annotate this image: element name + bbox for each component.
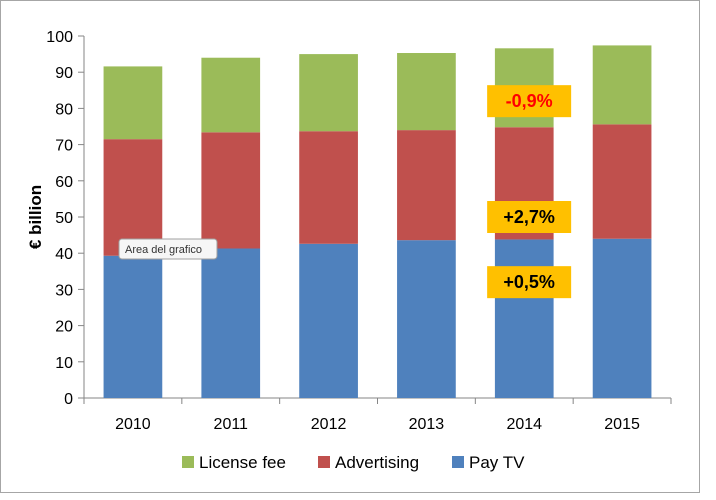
x-tick-label: 2011 bbox=[214, 416, 249, 433]
callout-box bbox=[487, 201, 572, 233]
y-tick-label: 20 bbox=[55, 319, 73, 336]
x-tick-label: 2015 bbox=[604, 416, 640, 433]
y-tick-label: 30 bbox=[55, 282, 73, 299]
x-tick-label: 2012 bbox=[311, 416, 347, 433]
y-tick-label: 60 bbox=[55, 174, 73, 191]
legend-item-pay-tv[interactable]: Pay TV bbox=[452, 453, 525, 472]
bar-license-fee-2011[interactable] bbox=[201, 57, 261, 133]
legend-swatch bbox=[452, 456, 464, 468]
chart-area[interactable]: 0 10 20 30 40 50 60 70 80 90 100 2010 2011 2012 2013 2… bbox=[0, 0, 700, 493]
change-callout: +0,5% bbox=[487, 266, 572, 299]
change-callout: -0,9% bbox=[487, 85, 572, 118]
legend: License fee Advertising Pay TV bbox=[182, 453, 525, 472]
legend-item-advertising[interactable]: Advertising bbox=[318, 453, 419, 472]
legend-label: Pay TV bbox=[469, 453, 525, 472]
bar-license-fee-2012[interactable] bbox=[299, 54, 358, 132]
bar-pay-tv-2011[interactable] bbox=[201, 248, 261, 398]
bar-pay-tv-2010[interactable] bbox=[103, 255, 163, 398]
bar-advertising-2011[interactable] bbox=[201, 132, 261, 249]
bar-pay-tv-2013[interactable] bbox=[397, 240, 456, 398]
x-tick-label: 2013 bbox=[409, 416, 445, 433]
bar-pay-tv-2012[interactable] bbox=[299, 243, 358, 398]
callout-text: -0,9% bbox=[506, 91, 553, 111]
y-tick-label: 40 bbox=[55, 246, 73, 263]
chart-area-tooltip: Area del grafico bbox=[118, 238, 218, 260]
legend-swatch bbox=[318, 456, 330, 468]
x-tick-label: 2010 bbox=[115, 416, 151, 433]
bar-license-fee-2015[interactable] bbox=[592, 45, 652, 125]
y-tick-label: 50 bbox=[55, 210, 73, 227]
y-tick-label: 80 bbox=[55, 101, 73, 118]
bar-advertising-2012[interactable] bbox=[299, 131, 358, 244]
bar-license-fee-2013[interactable] bbox=[397, 53, 456, 131]
stacked-bar-chart: 0 10 20 30 40 50 60 70 80 90 100 2010 2011 2012 2013 2… bbox=[26, 29, 672, 472]
bar-advertising-2010[interactable] bbox=[103, 139, 163, 256]
legend-label: License fee bbox=[199, 453, 286, 472]
bar-advertising-2015[interactable] bbox=[592, 124, 652, 239]
legend-label: Advertising bbox=[335, 453, 419, 472]
y-axis-title: € billion bbox=[26, 185, 45, 249]
tooltip-text: Area del grafico bbox=[125, 244, 202, 256]
y-tick-label: 70 bbox=[55, 138, 73, 155]
y-tick-label: 90 bbox=[55, 65, 73, 82]
bar-pay-tv-2014[interactable] bbox=[494, 239, 554, 398]
y-tick-label: 100 bbox=[46, 29, 73, 46]
callout-text: +2,7% bbox=[503, 207, 555, 227]
legend-swatch bbox=[182, 456, 194, 468]
callout-box bbox=[487, 266, 572, 299]
legend-item-license-fee[interactable]: License fee bbox=[182, 453, 286, 472]
x-tick-label: 2014 bbox=[506, 416, 542, 433]
callout-box bbox=[487, 85, 572, 118]
y-tick-label: 0 bbox=[64, 391, 73, 408]
bar-license-fee-2010[interactable] bbox=[103, 66, 163, 140]
bar-pay-tv-2015[interactable] bbox=[592, 238, 652, 398]
y-tick-label: 10 bbox=[55, 355, 73, 372]
change-callout: +2,7% bbox=[487, 201, 572, 233]
bar-advertising-2013[interactable] bbox=[397, 130, 456, 241]
callout-text: +0,5% bbox=[503, 272, 555, 292]
